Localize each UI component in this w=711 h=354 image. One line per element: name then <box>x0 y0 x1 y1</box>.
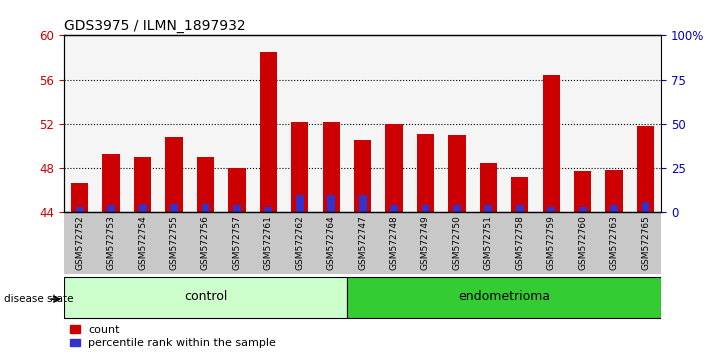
Text: GSM572753: GSM572753 <box>107 216 116 270</box>
Text: GSM572751: GSM572751 <box>484 216 493 270</box>
Text: GSM572764: GSM572764 <box>326 216 336 270</box>
Text: GSM572748: GSM572748 <box>390 216 399 270</box>
Text: GSM572757: GSM572757 <box>232 216 241 270</box>
Bar <box>610 205 618 212</box>
Text: GSM572749: GSM572749 <box>421 216 430 270</box>
Bar <box>606 170 623 212</box>
Bar <box>511 177 528 212</box>
Bar <box>233 205 241 212</box>
Text: GSM572759: GSM572759 <box>547 216 556 270</box>
Bar <box>71 183 88 212</box>
Bar <box>76 207 84 212</box>
Bar <box>385 124 402 212</box>
Bar <box>327 195 335 212</box>
Bar <box>448 135 466 212</box>
Bar <box>166 137 183 212</box>
Bar <box>134 157 151 212</box>
Bar <box>102 154 119 212</box>
Bar <box>291 122 309 212</box>
Bar <box>579 207 587 212</box>
Bar <box>228 168 245 212</box>
Bar <box>574 171 592 212</box>
Text: GSM572752: GSM572752 <box>75 216 84 270</box>
Text: GSM572755: GSM572755 <box>169 216 178 270</box>
Text: GSM572760: GSM572760 <box>578 216 587 270</box>
Text: GSM572747: GSM572747 <box>358 216 367 270</box>
Bar <box>417 134 434 212</box>
Text: GSM572762: GSM572762 <box>295 216 304 270</box>
Bar <box>480 162 497 212</box>
Bar <box>358 195 367 212</box>
Text: control: control <box>183 290 227 303</box>
Bar <box>547 207 555 212</box>
Text: GSM572761: GSM572761 <box>264 216 273 270</box>
Bar <box>390 205 398 212</box>
Text: GSM572765: GSM572765 <box>641 216 650 270</box>
Text: GSM572750: GSM572750 <box>452 216 461 270</box>
Text: endometrioma: endometrioma <box>458 290 550 303</box>
Text: GSM572756: GSM572756 <box>201 216 210 270</box>
Text: GSM572758: GSM572758 <box>515 216 524 270</box>
Text: GDS3975 / ILMN_1897932: GDS3975 / ILMN_1897932 <box>64 19 245 33</box>
Bar <box>107 205 115 212</box>
Bar <box>296 195 304 212</box>
Bar <box>453 205 461 212</box>
Bar <box>542 75 560 212</box>
Bar <box>323 122 340 212</box>
Bar <box>201 204 209 212</box>
Bar <box>347 277 661 318</box>
Bar <box>484 205 492 212</box>
Bar <box>264 207 272 212</box>
Bar <box>260 52 277 212</box>
Bar <box>354 141 371 212</box>
Bar <box>64 277 347 318</box>
Bar <box>637 126 654 212</box>
Bar <box>197 157 214 212</box>
Bar <box>422 205 429 212</box>
Bar <box>641 202 649 212</box>
Text: GSM572754: GSM572754 <box>138 216 147 270</box>
Legend: count, percentile rank within the sample: count, percentile rank within the sample <box>70 325 277 348</box>
Text: GSM572763: GSM572763 <box>609 216 619 270</box>
Bar <box>170 204 178 212</box>
Bar <box>516 205 524 212</box>
Text: disease state: disease state <box>4 294 73 304</box>
Bar <box>139 204 146 212</box>
